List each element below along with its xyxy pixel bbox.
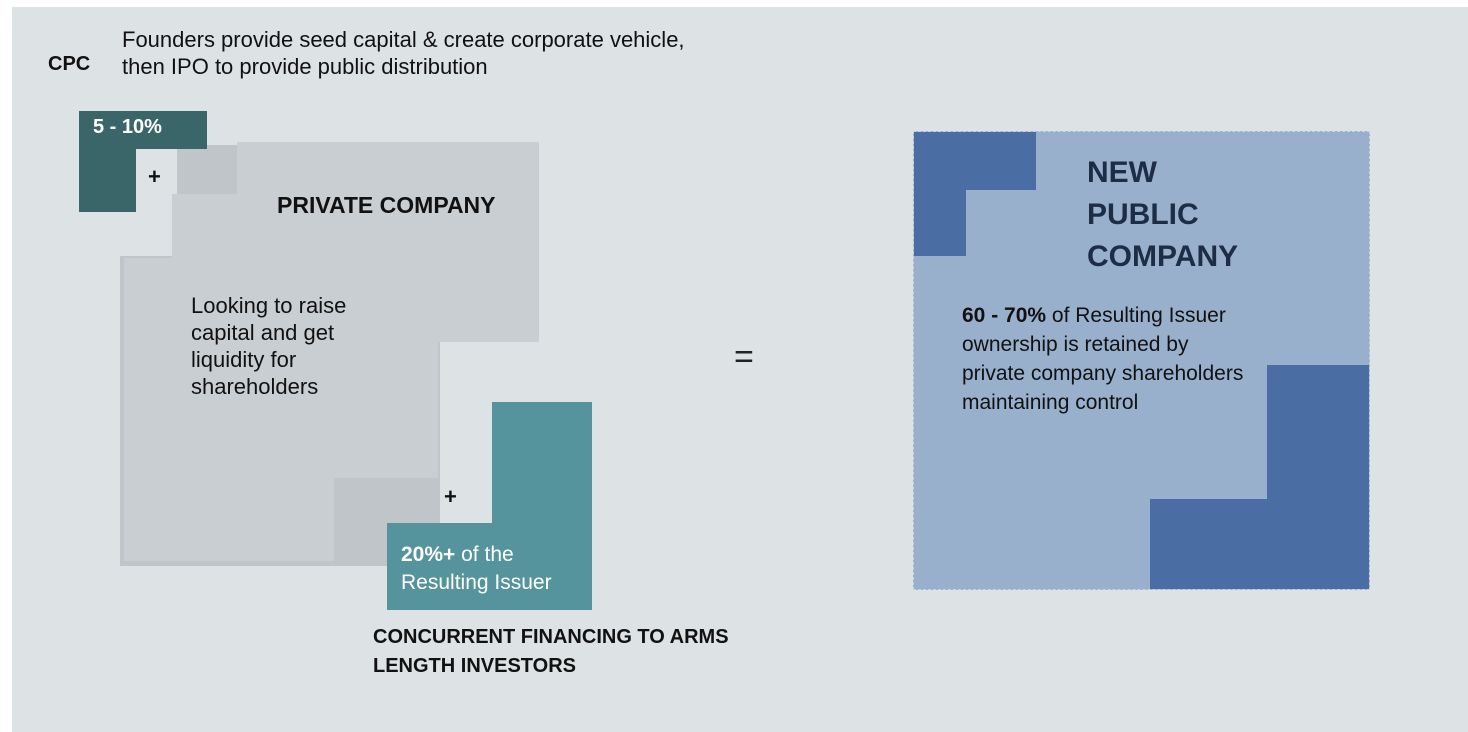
private-company-title: PRIVATE COMPANY [277, 192, 496, 218]
new-public-company-description: 60 - 70% of Resulting Issuer ownership i… [962, 301, 1252, 417]
public-corner-bottom-bar [1150, 499, 1369, 589]
private-company-shape-bottom [124, 478, 334, 561]
financing-caption: CONCURRENT FINANCING TO ARMS LENGTH INVE… [373, 626, 729, 677]
new-public-company-title: NEW PUBLIC COMPANY [1087, 152, 1238, 278]
title-line-new: NEW [1087, 156, 1157, 189]
title-line-public: PUBLIC [1087, 198, 1199, 231]
plus-sign-cpc: + [148, 164, 161, 189]
plus-sign-financing: + [444, 484, 457, 509]
private-company-description: Looking to raise capital and get liquidi… [191, 293, 347, 399]
cpc-label: CPC [48, 53, 91, 75]
financing-percent-bold: 20%+ [401, 543, 456, 566]
financing-percent-text: 20%+ of the Resulting Issuer [401, 541, 581, 609]
public-description-rest: of Resulting Issuer ownership is retaine… [962, 304, 1244, 414]
financing-percent-rest: of the Resulting Issuer [401, 543, 552, 594]
cpc-percent: 5 - 10% [93, 116, 162, 138]
cpc-block-bar [79, 111, 207, 149]
private-company-shape-lower [124, 258, 438, 478]
financing-block-base [387, 523, 592, 610]
title-line-company: COMPANY [1087, 240, 1239, 273]
cpc-description: Founders provide seed capital & create c… [122, 27, 685, 79]
private-company-shape-top [237, 142, 539, 194]
public-corner-top-stem [914, 132, 966, 256]
public-percent-bold: 60 - 70% [962, 304, 1047, 327]
equals-sign: = [734, 338, 754, 376]
